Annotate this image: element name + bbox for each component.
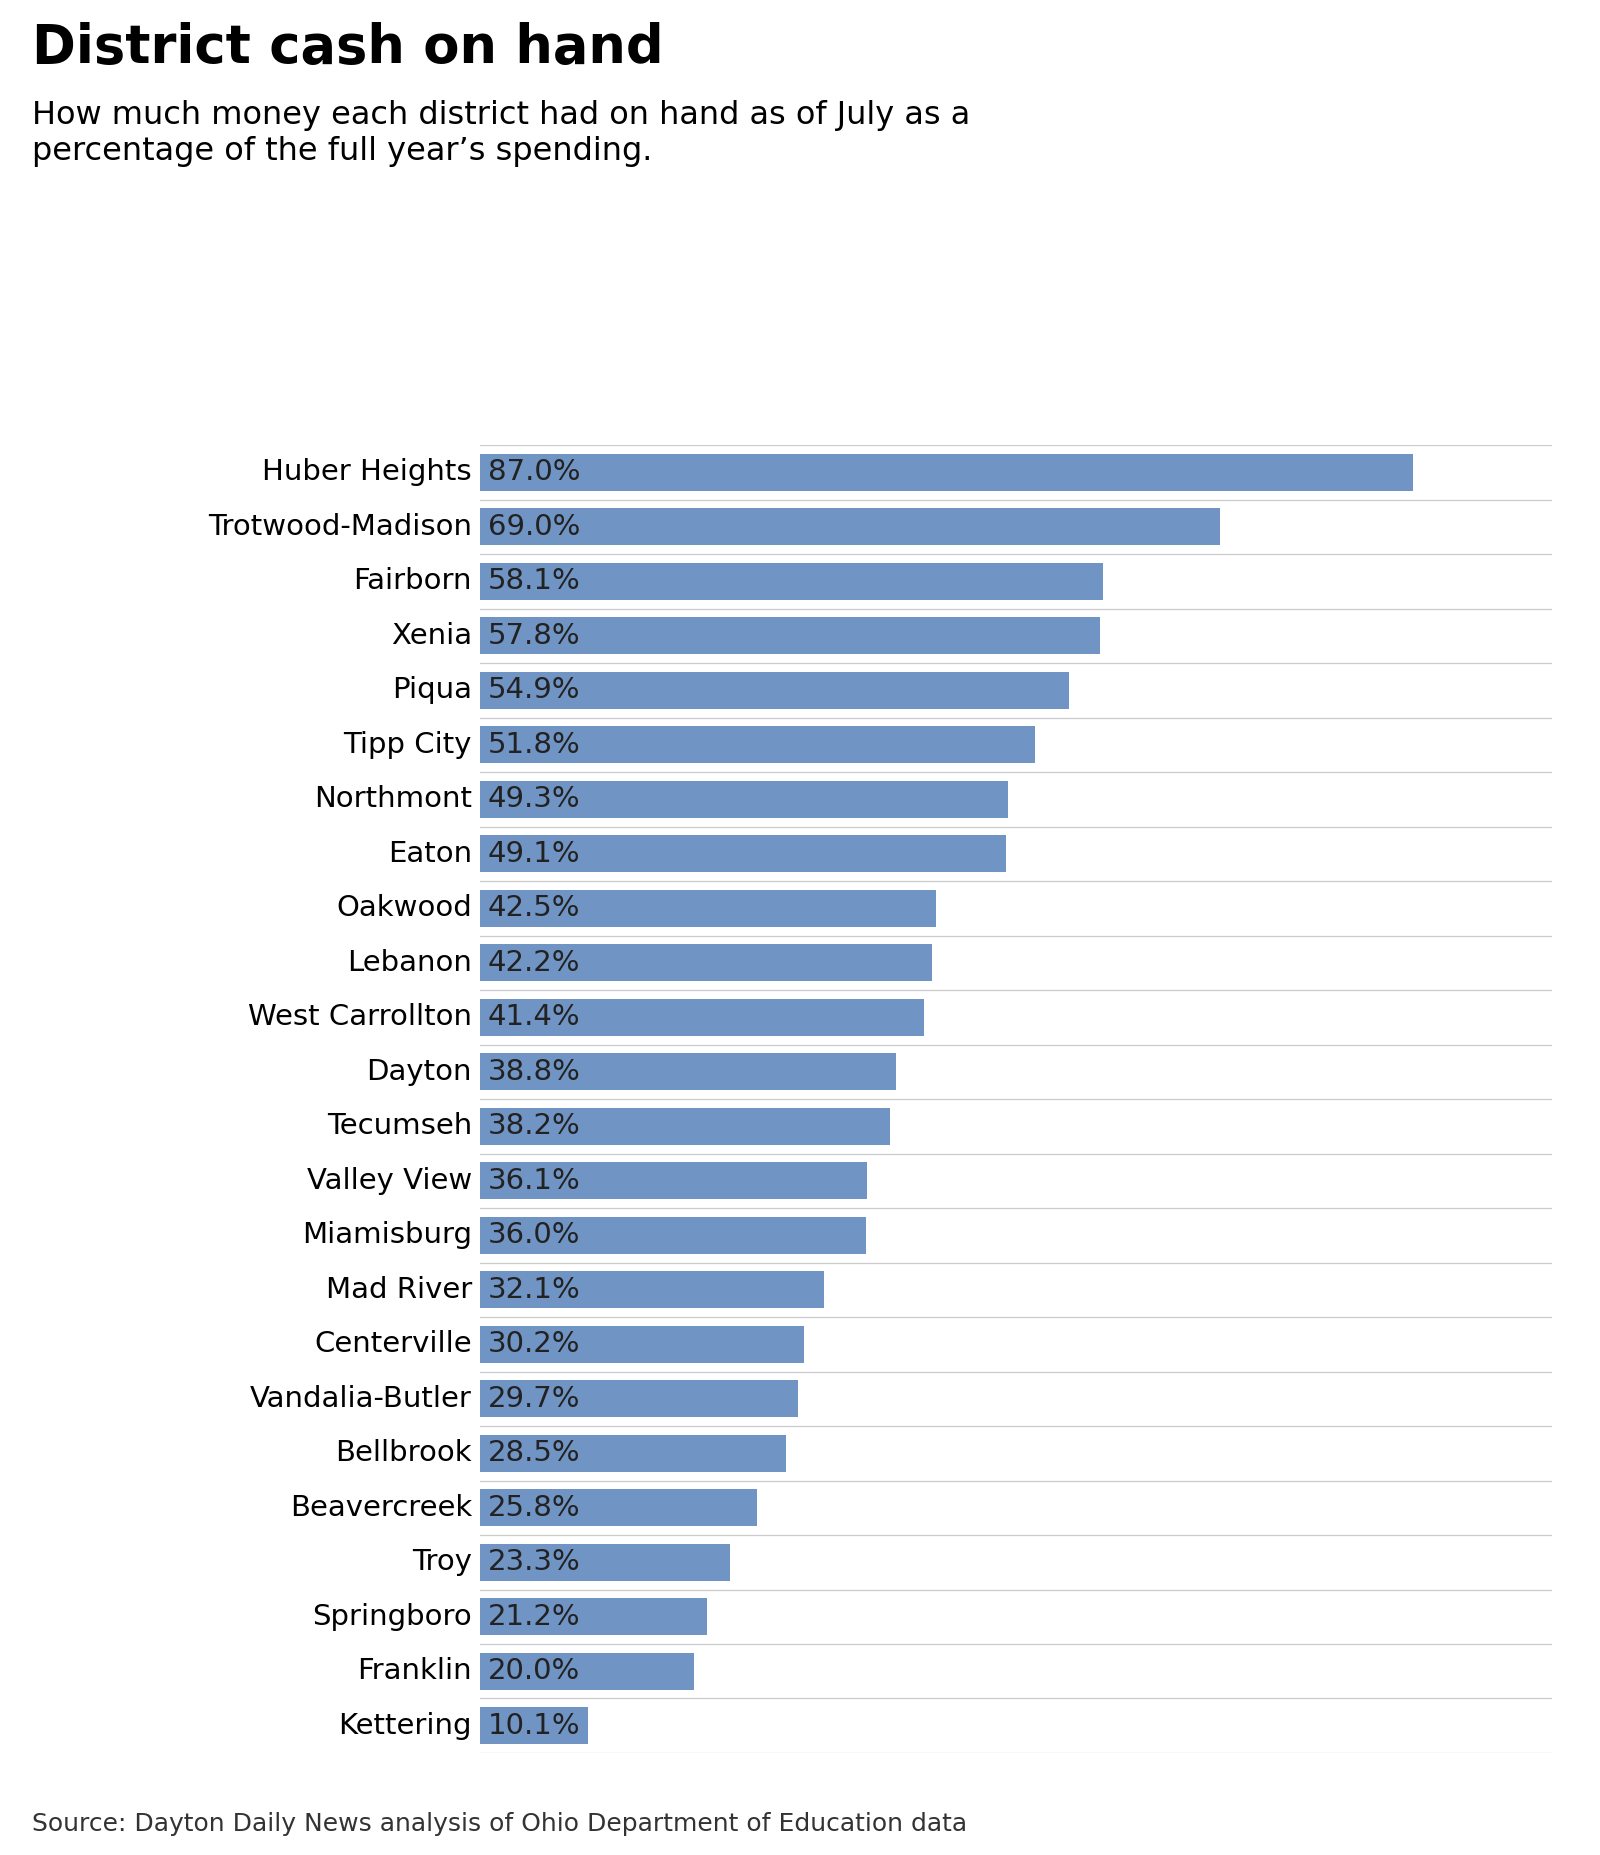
Text: 29.7%: 29.7% (488, 1386, 581, 1414)
Text: How much money each district had on hand as of July as a
percentage of the full : How much money each district had on hand… (32, 100, 970, 167)
Text: Springboro: Springboro (312, 1603, 472, 1631)
Bar (480, 1707, 589, 1744)
Text: Franklin: Franklin (357, 1657, 472, 1684)
Text: Mad River: Mad River (326, 1276, 472, 1304)
Text: 30.2%: 30.2% (488, 1330, 581, 1358)
Text: Piqua: Piqua (392, 677, 472, 705)
Text: Xenia: Xenia (390, 621, 472, 649)
Text: Trotwood-Madison: Trotwood-Madison (208, 514, 472, 542)
Text: 23.3%: 23.3% (488, 1549, 581, 1577)
Text: 38.8%: 38.8% (488, 1057, 581, 1085)
Text: 69.0%: 69.0% (488, 514, 581, 542)
Text: 58.1%: 58.1% (488, 568, 581, 595)
Bar (480, 1434, 786, 1471)
Bar (480, 1543, 730, 1580)
Text: 28.5%: 28.5% (488, 1439, 581, 1467)
Text: 51.8%: 51.8% (488, 731, 581, 759)
Text: 42.2%: 42.2% (488, 950, 581, 978)
Text: West Carrollton: West Carrollton (248, 1004, 472, 1031)
Text: Lebanon: Lebanon (347, 950, 472, 978)
Text: Source: Dayton Daily News analysis of Ohio Department of Education data: Source: Dayton Daily News analysis of Oh… (32, 1812, 966, 1836)
Bar (480, 727, 1035, 764)
Text: 38.2%: 38.2% (488, 1113, 581, 1141)
Text: 25.8%: 25.8% (488, 1493, 581, 1521)
Bar (480, 1490, 757, 1527)
Bar (480, 781, 1008, 818)
Text: Miamisburg: Miamisburg (302, 1221, 472, 1248)
Text: District cash on hand: District cash on hand (32, 22, 664, 74)
Bar (480, 1107, 890, 1145)
Text: 10.1%: 10.1% (488, 1712, 581, 1740)
Text: Dayton: Dayton (366, 1057, 472, 1085)
Text: Centerville: Centerville (314, 1330, 472, 1358)
Text: Kettering: Kettering (339, 1712, 472, 1740)
Text: Vandalia-Butler: Vandalia-Butler (250, 1386, 472, 1414)
Text: 20.0%: 20.0% (488, 1657, 581, 1684)
Text: Troy: Troy (413, 1549, 472, 1577)
Bar (480, 890, 936, 928)
Text: 36.1%: 36.1% (488, 1167, 581, 1195)
Text: Huber Heights: Huber Heights (262, 458, 472, 486)
Text: 49.3%: 49.3% (488, 785, 581, 812)
Text: Bellbrook: Bellbrook (336, 1439, 472, 1467)
Bar (480, 618, 1099, 655)
Text: Tipp City: Tipp City (344, 731, 472, 759)
Text: Tecumseh: Tecumseh (326, 1113, 472, 1141)
Text: 57.8%: 57.8% (488, 621, 581, 649)
Bar (480, 1054, 896, 1091)
Text: Valley View: Valley View (307, 1167, 472, 1195)
Text: Northmont: Northmont (314, 785, 472, 812)
Bar (480, 835, 1006, 872)
Bar (480, 1326, 803, 1363)
Bar (480, 1271, 824, 1308)
Bar (480, 562, 1102, 599)
Bar (480, 1217, 866, 1254)
Bar (480, 1163, 867, 1200)
Text: 87.0%: 87.0% (488, 458, 581, 486)
Text: 41.4%: 41.4% (488, 1004, 581, 1031)
Bar (480, 1653, 694, 1690)
Text: 32.1%: 32.1% (488, 1276, 581, 1304)
Text: 36.0%: 36.0% (488, 1221, 581, 1248)
Text: Eaton: Eaton (387, 840, 472, 868)
Bar (480, 1380, 798, 1417)
Text: Beavercreek: Beavercreek (290, 1493, 472, 1521)
Text: 54.9%: 54.9% (488, 677, 581, 705)
Text: Oakwood: Oakwood (336, 894, 472, 922)
Bar (480, 672, 1069, 709)
Bar (480, 454, 1413, 492)
Text: Fairborn: Fairborn (354, 568, 472, 595)
Text: 49.1%: 49.1% (488, 840, 581, 868)
Text: 21.2%: 21.2% (488, 1603, 581, 1631)
Bar (480, 1599, 707, 1636)
Text: 42.5%: 42.5% (488, 894, 581, 922)
Bar (480, 998, 923, 1035)
Bar (480, 508, 1219, 545)
Bar (480, 944, 933, 981)
